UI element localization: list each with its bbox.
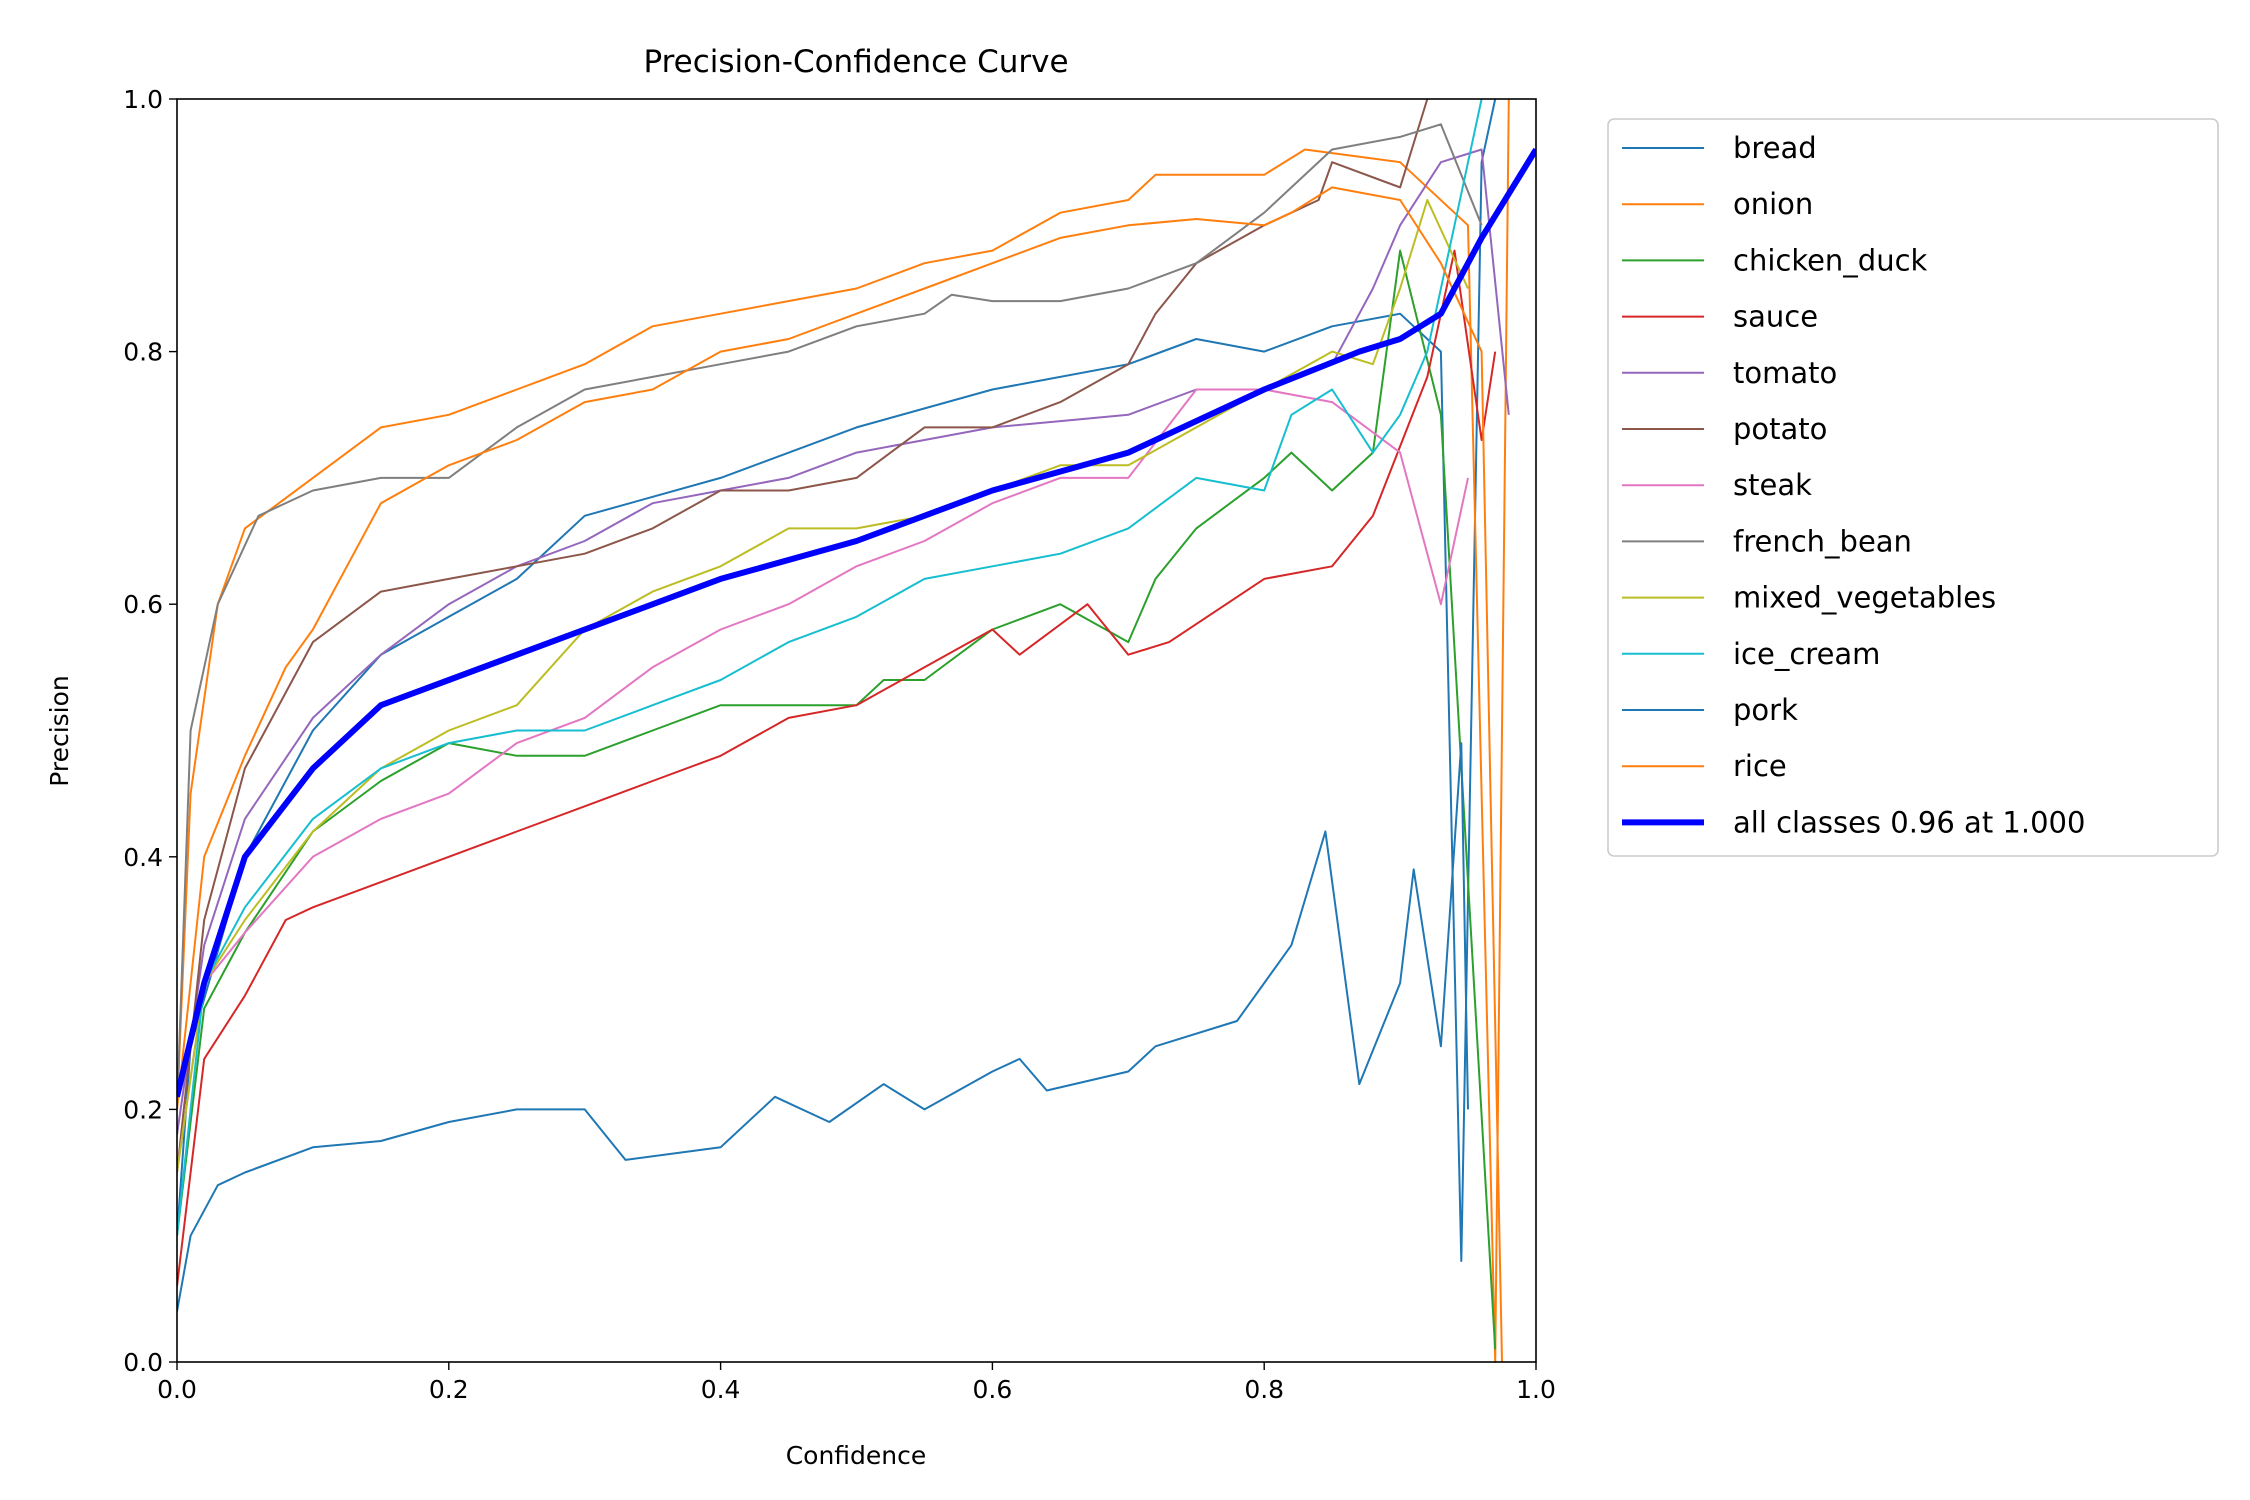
plot-frame <box>176 98 1537 1363</box>
legend-label: chicken_duck <box>1733 243 1928 277</box>
axis-ticks: 0.0 0.2 0.4 0.6 0.8 1.0 0.0 0.2 0.4 0.6 0.8 1.0 <box>123 85 1556 1404</box>
series-line-chicken_duck <box>177 249 1497 1350</box>
x-tick-label: 0.2 <box>429 1375 469 1404</box>
series-line-ice_cream <box>177 98 1483 1236</box>
legend-label: all classes 0.96 at 1.000 <box>1733 805 2085 839</box>
legend-box <box>1607 118 2219 857</box>
y-tick-label: 0.8 <box>123 338 163 367</box>
legend-label: onion <box>1733 187 1813 221</box>
legend-label: mixed_vegetables <box>1733 581 1996 615</box>
x-tick-label: 1.0 <box>1516 1375 1556 1404</box>
y-tick-label: 1.0 <box>123 85 163 114</box>
x-tick-label: 0.4 <box>701 1375 741 1404</box>
legend-label: bread <box>1733 131 1817 165</box>
series-line-rice <box>177 186 1503 1363</box>
plot-lines <box>177 98 1536 1363</box>
series-line-mixed_vegetables <box>177 199 1469 1173</box>
x-axis-label: Confidence <box>786 1441 927 1470</box>
chart-title: Precision-Confidence Curve <box>643 44 1068 80</box>
series-line-steak <box>177 388 1469 1173</box>
x-tick-label: 0.8 <box>1244 1375 1284 1404</box>
x-tick-label: 0.6 <box>973 1375 1013 1404</box>
legend-label: ice_cream <box>1733 637 1880 671</box>
legend-label: french_bean <box>1733 524 1912 558</box>
legend-label: tomato <box>1733 356 1837 390</box>
y-tick-label: 0.2 <box>123 1095 163 1124</box>
x-tick-label: 0.0 <box>157 1375 197 1404</box>
series-line-potato <box>177 98 1429 1173</box>
legend-label: steak <box>1733 468 1812 502</box>
series-line-onion <box>177 98 1510 1363</box>
y-axis-label: Precision <box>45 675 74 787</box>
y-tick-label: 0.6 <box>123 590 163 619</box>
series-line-french_bean <box>177 123 1483 1110</box>
legend-label: rice <box>1733 749 1787 783</box>
series-line-all <box>177 147 1536 1098</box>
series-line-pork <box>177 742 1469 1312</box>
series-line-tomato <box>177 148 1510 1135</box>
series-line-sauce <box>177 249 1497 1287</box>
legend-label: pork <box>1733 693 1798 727</box>
legend-label: sauce <box>1733 300 1818 334</box>
series-line-bread <box>177 98 1497 1262</box>
legend-label: potato <box>1733 412 1827 446</box>
y-tick-label: 0.4 <box>123 843 163 872</box>
y-tick-label: 0.0 <box>123 1348 163 1377</box>
